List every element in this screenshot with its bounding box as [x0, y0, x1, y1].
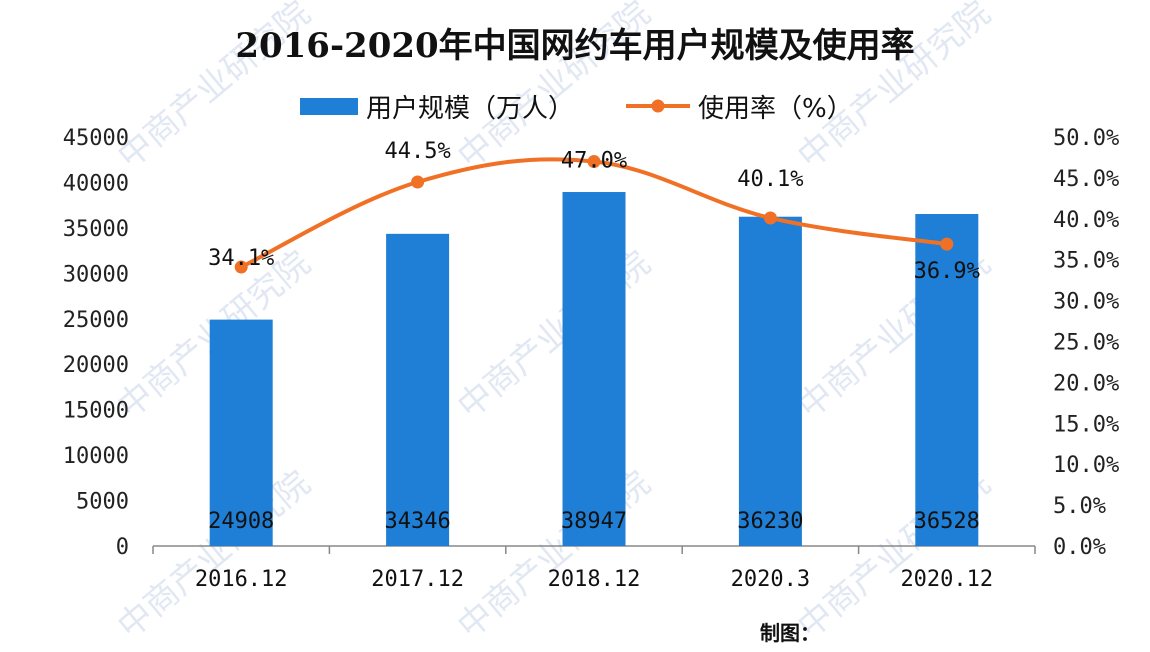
bar-data-label: 36528 — [914, 509, 980, 534]
legend-line-marker — [651, 99, 665, 113]
bar-series: 24908 34346 38947 36230 36528 — [208, 192, 980, 547]
line-data-label: 40.1% — [737, 167, 803, 192]
y-right-tick-label: 45.0% — [1053, 167, 1119, 192]
y-right-tick-label: 0.0% — [1053, 535, 1106, 560]
y-left-tick-label: 0 — [116, 535, 129, 560]
bar-data-label: 24908 — [208, 509, 274, 534]
y-right-tick-label: 50.0% — [1053, 126, 1119, 151]
y-right-tick-label: 20.0% — [1053, 371, 1119, 396]
y-right-tick-label: 25.0% — [1053, 331, 1119, 356]
x-tick-label: 2017.12 — [371, 567, 464, 592]
line-point — [763, 211, 777, 225]
bar — [209, 319, 273, 546]
y-left-tick-label: 15000 — [63, 399, 129, 424]
y-right-tick-label: 5.0% — [1053, 494, 1106, 519]
bar — [915, 214, 979, 546]
line-point — [587, 155, 601, 169]
bar — [562, 192, 626, 546]
line-point — [234, 260, 248, 274]
source-note: 制图： — [760, 621, 820, 645]
line-data-label: 47.0% — [561, 149, 627, 174]
x-tick-label: 2016.12 — [195, 567, 288, 592]
legend-bar-swatch — [300, 98, 358, 115]
watermark-text: 中商产业研究院 — [450, 463, 658, 647]
x-tick-label: 2020.12 — [900, 567, 993, 592]
line-data-label: 44.5% — [384, 139, 450, 164]
axes: 0 5000 10000 15000 20000 25000 30000 35000 40000… — [63, 126, 1119, 592]
y-left-tick-label: 20000 — [63, 353, 129, 378]
line-point — [411, 175, 425, 189]
y-right-tick-label: 10.0% — [1053, 453, 1119, 478]
y-right-tick-label: 15.0% — [1053, 412, 1119, 437]
y-right-tick-label: 35.0% — [1053, 249, 1119, 274]
line-data-label: 36.9% — [914, 259, 980, 284]
watermark-text: 中商产业研究院 — [450, 243, 658, 427]
y-left-tick-label: 35000 — [63, 217, 129, 242]
y-left-tick-label: 45000 — [63, 126, 129, 151]
x-tick-label: 2018.12 — [548, 567, 641, 592]
y-left-tick-label: 30000 — [63, 262, 129, 287]
legend-bar-label: 用户规模（万人） — [366, 94, 574, 124]
bar — [738, 216, 802, 547]
y-left-tick-label: 25000 — [63, 308, 129, 333]
line-point — [940, 237, 954, 251]
bar-data-label: 34346 — [384, 509, 450, 534]
bar — [386, 233, 450, 547]
y-left-tick-label: 10000 — [63, 444, 129, 469]
y-left-tick-label: 40000 — [63, 171, 129, 196]
x-tick-label: 2020.3 — [731, 567, 810, 592]
bar-data-label: 36230 — [737, 509, 803, 534]
legend-line-label: 使用率（%） — [698, 94, 853, 124]
y-right-tick-label: 30.0% — [1053, 290, 1119, 315]
line-data-label: 34.1% — [208, 246, 274, 271]
bar-data-label: 38947 — [561, 509, 627, 534]
legend: 用户规模（万人） 使用率（%） — [300, 94, 853, 124]
y-right-tick-label: 40.0% — [1053, 208, 1119, 233]
chart-title: 2016-2020年中国网约车用户规模及使用率 — [235, 26, 914, 66]
line-series: 34.1% 44.5% 47.0% 40.1% 36.9% — [208, 139, 980, 284]
y-left-tick-label: 5000 — [76, 490, 129, 515]
